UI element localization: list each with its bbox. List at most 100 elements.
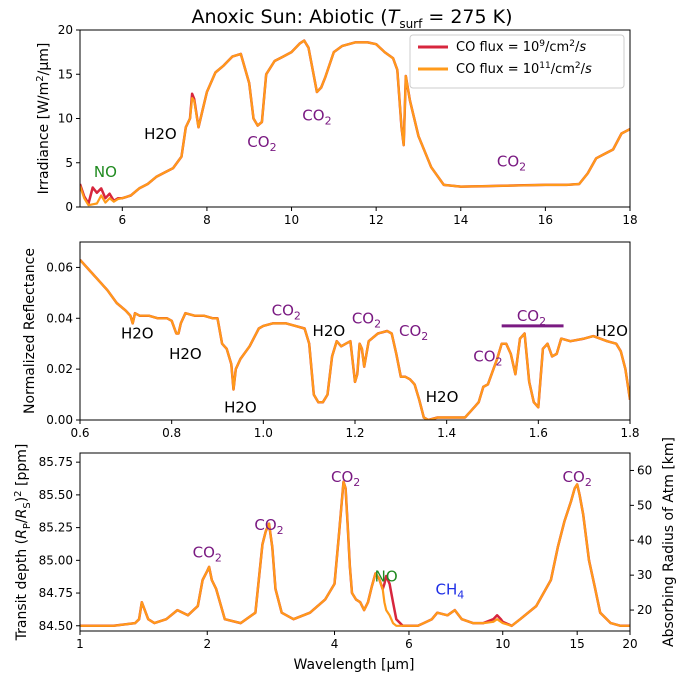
legend-post-slash: / (581, 62, 586, 77)
legend-label-1: CO flux = 109/cm2/s (456, 39, 586, 55)
annotation-co2-0: CO2 (193, 544, 222, 565)
annotation-co2-2: CO2 (247, 133, 276, 154)
annotation-co2-2-sub: 2 (270, 141, 277, 154)
y2-tick-label: 60 (637, 463, 652, 477)
annotation-ch4-4-base: CH (436, 580, 458, 598)
annotation-co2-3-base: CO (302, 106, 324, 124)
title-main: Anoxic Sun: Abiotic ( (191, 6, 387, 28)
x-tick-label: 1.0 (254, 426, 273, 440)
y-label-rp: R (14, 529, 30, 539)
series-group (80, 258, 630, 420)
y-tick-label: 10 (58, 112, 73, 126)
annotation-co2-8-sub: 2 (496, 356, 503, 369)
series-line-2 (80, 39, 630, 207)
plot-frame (79, 241, 631, 421)
annotation-co2-5-sub: 2 (374, 317, 381, 330)
y-tick-label: 5 (65, 156, 73, 170)
x-tick-label: 1 (76, 637, 84, 651)
annotation-ch4-4: CH4 (436, 580, 465, 601)
y-label-post: ) (14, 497, 30, 502)
x-tick-label: 15 (570, 637, 585, 651)
x-tick-label: 1.4 (437, 426, 456, 440)
legend-pre: CO flux = 10 (456, 62, 539, 77)
y-tick-label: 0.04 (46, 311, 73, 325)
x-tick-label: 6 (405, 637, 413, 651)
annotation-co2-5: CO2 (352, 309, 381, 330)
annotation-ch4-4-sub: 4 (457, 588, 464, 601)
y-label-sup: 2 (35, 75, 46, 81)
annotation-co2-0-sub: 2 (215, 552, 222, 565)
title-math-sub: surf (399, 17, 423, 31)
annotation-h2o-7: H2O (426, 388, 459, 406)
y-label-sup: 2 (13, 490, 24, 496)
figure-title: Anoxic Sun: Abiotic (Tsurf = 275 K) (191, 6, 512, 31)
annotation-h2o-10: H2O (595, 322, 628, 340)
y2-tick-label: 30 (637, 568, 652, 582)
series-group (80, 480, 630, 628)
y2-axis-label: Absorbing Radius of Atm [km] (661, 437, 677, 647)
annotation-co2-5-base: CO (352, 309, 374, 327)
y-tick-label: 84.75 (39, 586, 73, 600)
annotation-co2-6: CO2 (399, 322, 428, 343)
x-tick-label: 14 (453, 213, 468, 227)
legend-post-s: s (585, 62, 592, 77)
y-axis-label: Transit depth (RP/RS)2 [ppm] (13, 444, 33, 642)
y-axis-label: Normalized Reflectance (22, 248, 38, 414)
x-tick-label: 8 (203, 213, 211, 227)
y-tick-label: 20 (58, 23, 73, 37)
y-label-rp-sub: P (22, 523, 33, 529)
y-tick-label: 85.25 (39, 521, 73, 535)
y-tick-label: 85.75 (39, 455, 73, 469)
legend-post-a: /cm (545, 40, 569, 55)
annotation-co2-1-sub: 2 (277, 524, 284, 537)
annotation-co2-9-base: CO (517, 307, 539, 325)
series-line-2 (80, 480, 630, 627)
y-label-pre: Irradiance [W/m (36, 82, 52, 195)
annotation-co2-8: CO2 (473, 348, 502, 369)
x-tick-label: 12 (369, 213, 384, 227)
legend-pre: CO flux = 10 (456, 40, 539, 55)
x-axis-label: Wavelength [μm] (294, 657, 415, 673)
annotation-co2-3: CO2 (302, 106, 331, 127)
legend-sup: 11 (539, 61, 550, 71)
x-tick-label: 20 (622, 637, 637, 651)
x-tick-label: 1.2 (345, 426, 364, 440)
legend: CO flux = 109/cm2/sCO flux = 1011/cm2/s (409, 34, 625, 89)
y-label-pre: Transit depth ( (14, 539, 30, 642)
annotation-co2-3: CO2 (272, 302, 301, 323)
annotation-co2-3-sub: 2 (325, 114, 332, 127)
x-tick-label: 1.8 (620, 426, 639, 440)
annotation-co2-6-sub: 2 (421, 330, 428, 343)
x-tick-label: 10 (284, 213, 299, 227)
annotation-co2-4-sub: 2 (519, 160, 526, 173)
x-tick-label: 2 (203, 637, 211, 651)
annotation-co2-8-base: CO (473, 348, 495, 366)
y-tick-label: 0.06 (46, 260, 73, 274)
legend-post-sup: 2 (575, 61, 581, 71)
y-label-post: /μm] (36, 43, 52, 76)
x-tick-label: 18 (622, 213, 637, 227)
y2-tick-label: 40 (637, 533, 652, 547)
legend-post-slash: / (575, 40, 580, 55)
annotation-co2-0-base: CO (193, 544, 215, 562)
y-tick-label: 0.00 (46, 413, 73, 427)
title-math-rest: = 275 K) (422, 6, 512, 28)
y2-tick-label: 20 (637, 603, 652, 617)
y-tick-label: 15 (58, 67, 73, 81)
y-tick-label: 85.00 (39, 553, 73, 567)
x-tick-label: 0.6 (70, 426, 89, 440)
y2-tick-label: 50 (637, 498, 652, 512)
annotation-co2-9-sub: 2 (539, 315, 546, 328)
y-tick-label: 85.50 (39, 488, 73, 502)
y-label-tail: [ppm] (14, 444, 30, 491)
annotation-co2-4-base: CO (497, 152, 519, 170)
legend-sup: 9 (539, 39, 545, 49)
annotation-h2o-2: H2O (224, 398, 257, 416)
legend-post-sup: 2 (569, 39, 575, 49)
annotation-h2o-4: H2O (313, 322, 346, 340)
annotation-co2-4: CO2 (497, 152, 526, 173)
y-label-mid: / (14, 518, 30, 523)
annotation-h2o-1: H2O (169, 345, 202, 363)
